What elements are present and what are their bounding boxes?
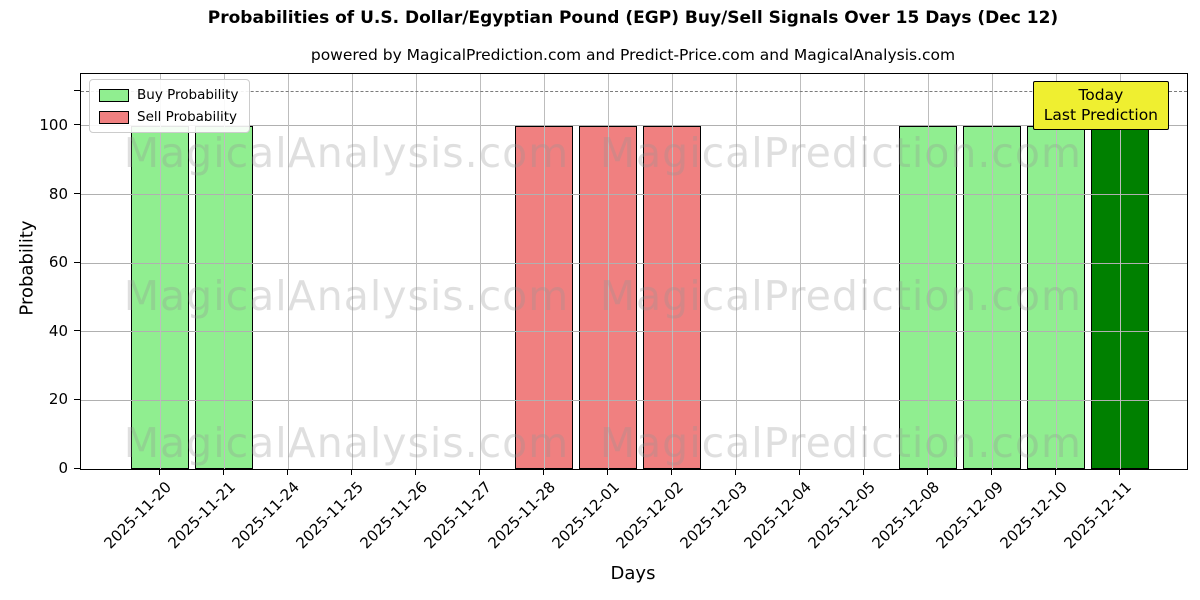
h-gridline-40 (81, 331, 1187, 333)
y-tick-label-100: 100 (39, 115, 68, 134)
watermark-prediction-row3: MagicalPrediction.com (599, 418, 1082, 467)
x-tick-label-2025-11-27: 2025-11-27 (420, 478, 495, 553)
y-tick-mark-0 (74, 467, 80, 469)
today-annotation-line1: Today (1078, 86, 1124, 104)
v-gridline-2025-11-20 (159, 74, 161, 469)
x-tick-mark-2025-12-11 (1118, 469, 1120, 475)
plot-area: Buy Probability Sell Probability Today La… (80, 73, 1188, 470)
x-tick-label-2025-11-26: 2025-11-26 (356, 478, 431, 553)
v-gridline-2025-12-08 (927, 74, 929, 469)
legend-swatch-1 (99, 110, 129, 124)
v-gridline-2025-11-24 (287, 74, 289, 469)
x-tick-label-2025-12-09: 2025-12-09 (932, 478, 1007, 553)
y-tick-mark-20 (74, 398, 80, 400)
h-gridline-20 (81, 399, 1187, 401)
legend-label-1: Sell Probability (137, 109, 238, 125)
x-tick-label-2025-12-05: 2025-12-05 (804, 478, 879, 553)
x-tick-label-2025-11-28: 2025-11-28 (484, 478, 559, 553)
x-tick-mark-2025-12-08 (926, 469, 928, 475)
x-tick-mark-2025-12-10 (1054, 469, 1056, 475)
x-tick-label-2025-12-03: 2025-12-03 (676, 478, 751, 553)
legend: Buy Probability Sell Probability (89, 79, 251, 133)
threshold-dashed-line (81, 90, 1187, 92)
v-gridline-2025-12-04 (799, 74, 801, 469)
y-tick-label-0: 0 (58, 459, 68, 477)
watermark-prediction-row2: MagicalPrediction.com (599, 271, 1082, 320)
today-annotation-box: Today Last Prediction (1032, 81, 1169, 131)
x-tick-label-2025-12-02: 2025-12-02 (612, 478, 687, 553)
x-axis-label: Days (610, 563, 656, 584)
v-gridline-2025-11-25 (351, 74, 353, 469)
x-tick-mark-2025-12-03 (734, 469, 736, 475)
v-gridline-2025-12-10 (1055, 74, 1057, 469)
legend-item-1: Sell Probability (99, 109, 238, 125)
x-tick-mark-2025-11-20 (158, 469, 160, 475)
chart-subtitle: powered by MagicalPrediction.com and Pre… (310, 46, 956, 64)
watermark-prediction-row1: MagicalPrediction.com (599, 129, 1082, 177)
x-tick-mark-2025-11-25 (350, 469, 352, 475)
y-tick-mark-40 (74, 330, 80, 332)
v-gridline-2025-12-09 (991, 74, 993, 469)
watermark-analysis-row2: MagicalAnalysis.com (123, 271, 570, 320)
y-tick-mark-60 (74, 261, 80, 263)
x-tick-label-2025-12-04: 2025-12-04 (740, 478, 815, 553)
x-tick-mark-2025-11-24 (286, 469, 288, 475)
today-annotation-line2: Last Prediction (1043, 106, 1158, 125)
v-gridline-2025-12-01 (607, 74, 609, 469)
x-tick-label-2025-12-08: 2025-12-08 (868, 478, 943, 553)
y-tick-mark-110 (74, 90, 80, 92)
v-gridline-2025-11-21 (223, 74, 225, 469)
x-tick-label-2025-11-24: 2025-11-24 (228, 478, 303, 553)
x-tick-mark-2025-11-21 (222, 469, 224, 475)
x-tick-mark-2025-11-28 (542, 469, 544, 475)
legend-label-0: Buy Probability (137, 87, 239, 103)
h-gridline-60 (81, 262, 1187, 264)
x-tick-label-2025-12-01: 2025-12-01 (548, 478, 623, 553)
x-tick-mark-2025-12-05 (862, 469, 864, 475)
watermark-analysis-row3: MagicalAnalysis.com (123, 418, 570, 467)
h-gridline-80 (81, 194, 1187, 196)
x-tick-label-2025-12-10: 2025-12-10 (996, 478, 1071, 553)
v-gridline-2025-12-11 (1119, 74, 1121, 469)
v-gridline-2025-11-26 (415, 74, 417, 469)
v-gridline-2025-11-27 (479, 74, 481, 469)
x-tick-mark-2025-11-27 (478, 469, 480, 475)
h-gridline-100 (81, 125, 1187, 127)
x-tick-mark-2025-12-01 (606, 469, 608, 475)
v-gridline-2025-12-03 (735, 74, 737, 469)
y-tick-mark-80 (74, 193, 80, 195)
chart-title: Probabilities of U.S. Dollar/Egyptian Po… (207, 8, 1059, 28)
x-tick-mark-2025-11-26 (414, 469, 416, 475)
legend-item-0: Buy Probability (99, 87, 238, 103)
v-gridline-2025-12-05 (863, 74, 865, 469)
legend-swatch-0 (99, 88, 129, 102)
y-tick-label-40: 40 (48, 321, 68, 340)
x-tick-label-2025-11-20: 2025-11-20 (100, 478, 175, 553)
watermark-analysis-row1: MagicalAnalysis.com (123, 129, 570, 177)
y-tick-mark-100 (74, 124, 80, 126)
x-tick-label-2025-12-11: 2025-12-11 (1060, 478, 1135, 553)
x-tick-label-2025-11-25: 2025-11-25 (292, 478, 367, 553)
y-tick-label-60: 60 (48, 253, 68, 272)
v-gridline-2025-11-28 (543, 74, 545, 469)
x-tick-mark-2025-12-09 (990, 469, 992, 475)
x-tick-mark-2025-12-02 (670, 469, 672, 475)
v-gridline-2025-12-02 (671, 74, 673, 469)
x-tick-mark-2025-12-04 (798, 469, 800, 475)
x-tick-label-2025-11-21: 2025-11-21 (164, 478, 239, 553)
y-tick-label-80: 80 (48, 184, 68, 203)
y-tick-label-20: 20 (48, 390, 68, 409)
